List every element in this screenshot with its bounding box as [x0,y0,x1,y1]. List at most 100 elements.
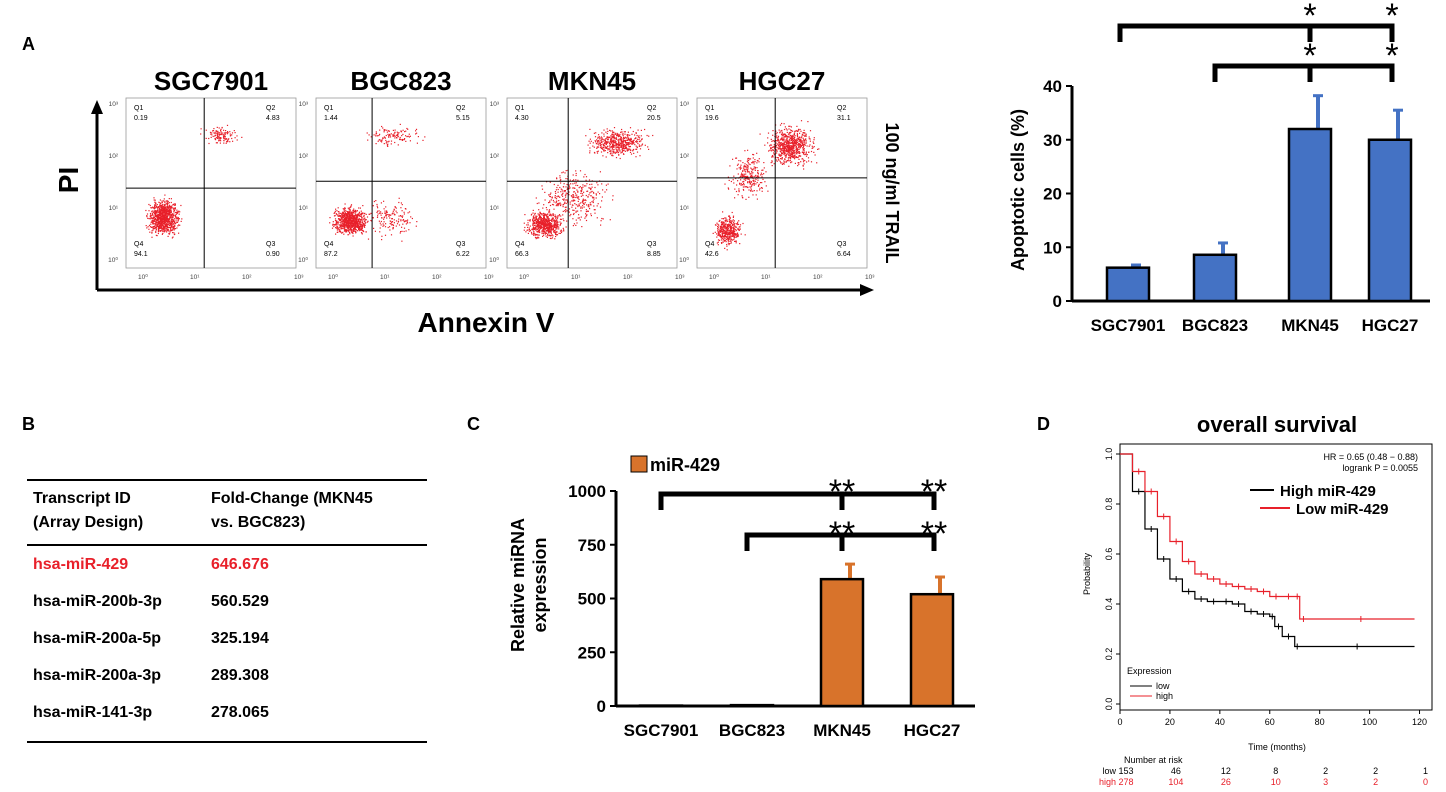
flow-event-dot [152,217,154,219]
flow-event-dot [629,142,631,144]
flow-event-dot [172,207,174,209]
flow-event-dot [747,182,749,184]
flow-event-dot [790,126,792,128]
flow-event-dot [400,219,402,221]
flow-event-dot [617,139,619,142]
flow-event-dot [362,223,364,225]
flow-event-dot [173,222,175,224]
flow-event-dot [393,209,395,211]
flow-event-dot [786,131,788,133]
flow-event-dot [362,205,364,207]
flow-event-dot [611,134,613,136]
flow-event-dot [615,143,618,145]
flow-event-dot [734,226,736,228]
flow-event-dot [380,140,382,142]
flow-event-dot [363,223,366,225]
flow-event-dot [545,214,547,216]
flow-event-dot [364,224,366,226]
flow-event-dot [155,224,157,226]
flow-event-dot [632,130,634,133]
flow-event-dot [737,180,739,182]
flow-event-dot [747,167,749,169]
flow-event-dot [360,219,362,221]
flow-event-dot [534,236,537,238]
flow-event-dot [548,194,550,196]
flow-event-dot [170,209,172,211]
flow-event-dot [630,153,633,155]
flow-event-dot [783,145,785,147]
flow-event-dot [732,227,734,229]
flow-event-dot [761,187,763,189]
flow-event-dot [611,136,614,138]
flow-event-dot [539,212,542,214]
flow-event-dot [585,176,588,178]
flow-event-dot [805,151,807,153]
flow-event-dot [630,139,632,141]
flow-event-dot [375,143,377,145]
flow-event-dot [583,203,585,205]
flow-event-dot [231,137,233,140]
flow-event-dot [785,160,787,162]
flow-event-dot [162,205,164,208]
flow-event-dot [580,207,582,209]
flow-event-dot [583,206,585,208]
flow-x-tick: 10² [242,274,252,281]
flow-event-dot [729,233,731,235]
flow-event-dot [732,224,734,227]
flow-event-dot [736,223,738,225]
flow-event-dot [743,182,745,185]
flow-event-dot [169,208,171,211]
flow-event-dot [787,136,789,138]
flow-event-dot [356,213,358,215]
flow-event-dot [801,135,803,137]
flow-event-dot [359,212,361,214]
flow-event-dot [790,151,792,153]
flow-event-dot [172,215,174,217]
flow-event-dot [166,215,168,217]
flow-event-dot [377,215,379,217]
flow-event-dot [388,130,390,132]
flow-event-dot [751,162,753,164]
flow-event-dot [159,219,162,221]
flow-event-dot [716,233,718,235]
flow-event-dot [161,210,163,212]
flow-event-dot [750,189,752,191]
flow-event-dot [168,220,170,222]
flow-event-dot [734,240,736,242]
flow-event-dot [593,198,595,200]
flow-event-dot [535,222,537,224]
flow-event-dot [166,224,168,226]
flow-event-dot [387,133,389,135]
flow-event-dot [575,204,577,206]
flow-event-dot [173,213,175,215]
flow-event-dot [401,210,403,212]
flow-event-dot [814,154,816,156]
quadrant-q1-value: 4.30 [515,115,529,122]
flow-event-dot [795,141,797,143]
flow-event-dot [607,152,609,154]
flow-event-dot [159,205,161,207]
flow-event-dot [548,219,550,221]
flow-event-dot [570,195,572,197]
flow-event-dot [166,211,168,214]
flow-event-dot [592,145,594,147]
flow-event-dot [730,231,733,233]
flow-event-dot [214,138,216,140]
flow-event-dot [380,202,382,204]
flow-event-dot [172,225,174,227]
flow-event-dot [605,142,607,144]
flow-event-dot [778,142,780,144]
flow-event-dot [158,225,161,227]
flow-event-dot [342,213,344,215]
flow-event-dot [724,239,726,241]
flow-event-dot [549,214,551,216]
flow-event-dot [604,138,607,140]
flow-event-dot [782,145,784,147]
flow-event-dot [163,227,165,229]
flow-panel: PI Annexin V 100 ng/ml TRAIL SGC7901Q10.… [53,66,902,338]
flow-event-dot [564,211,567,213]
flow-event-dot [620,144,622,146]
flow-event-dot [179,224,181,226]
flow-event-dot [613,148,615,151]
flow-event-dot [546,230,549,232]
